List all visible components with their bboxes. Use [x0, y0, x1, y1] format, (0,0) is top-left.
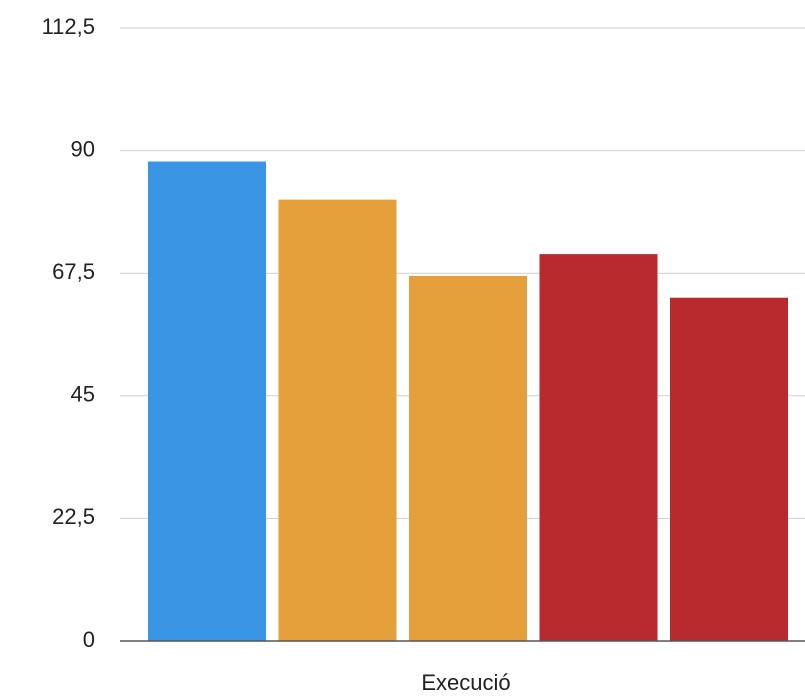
y-tick-label: 90 — [71, 136, 95, 161]
y-tick-label: 45 — [71, 382, 95, 407]
bar — [278, 199, 397, 641]
bar — [148, 161, 266, 641]
y-tick-label: 112,5 — [42, 14, 95, 39]
x-axis-label: Execució — [421, 670, 510, 695]
y-tick-label: 67,5 — [52, 259, 95, 284]
y-tick-label: 22,5 — [52, 504, 95, 529]
bar — [409, 275, 527, 641]
bar — [670, 297, 788, 641]
bar — [539, 254, 658, 641]
y-tick-label: 0 — [83, 627, 95, 652]
